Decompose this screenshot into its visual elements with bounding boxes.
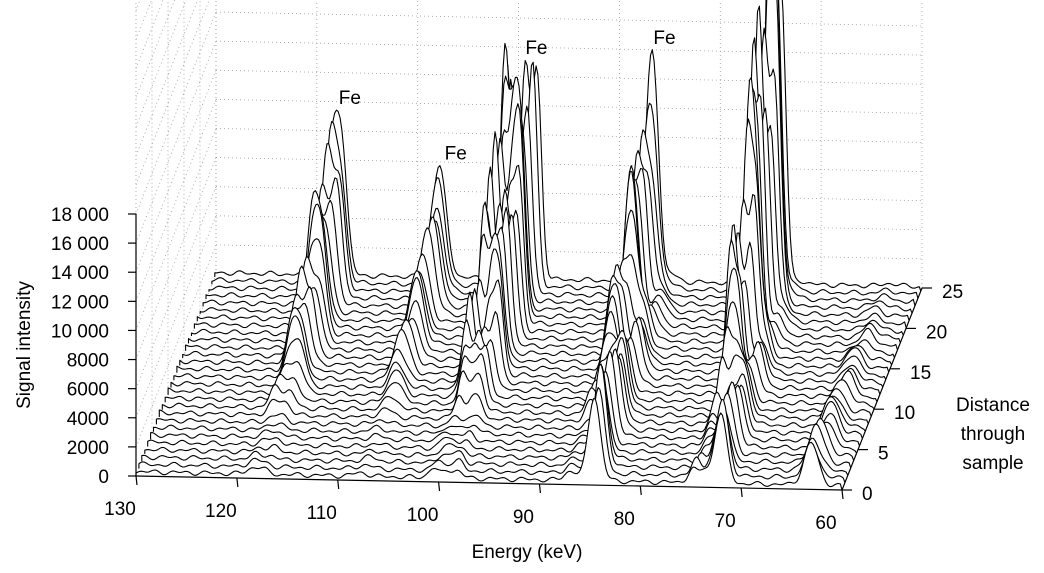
depth-axis-title-line3: sample [962, 453, 1023, 474]
spectrum-trace [144, 365, 852, 469]
fe-peak-label: Fe [653, 28, 675, 49]
y-tick-label: 10 000 [51, 321, 109, 342]
depth-tick-label: 5 [878, 444, 889, 465]
fe-peak-label: Fe [525, 38, 547, 59]
x-tick-label: 100 [407, 505, 439, 526]
x-tick-mark [337, 479, 340, 490]
spectrum-trace [138, 387, 846, 483]
y-tick-label: 0 [98, 467, 109, 488]
x-tick-label: 90 [513, 507, 534, 528]
grid-line-y [135, 99, 217, 302]
x-tick-label: 80 [614, 509, 635, 530]
y-tick-label: 12 000 [51, 292, 109, 313]
depth-tick-label: 0 [862, 484, 873, 505]
x-tick-mark [538, 483, 542, 494]
x-tick-mark [236, 477, 239, 488]
grid-line-y [215, 11, 923, 27]
grid-line-y [135, 215, 217, 418]
grid-line-y [215, 186, 923, 202]
x-tick-mark [740, 487, 743, 498]
labels-layer: 130 120 110 100 90 80 70 600200040006000800010 … [51, 28, 963, 534]
grid-line-y [135, 0, 164, 69]
grid-line-y [215, 215, 923, 231]
x-tick-mark [841, 489, 844, 500]
spectrum-trace [141, 363, 849, 476]
grid-line-y [135, 40, 217, 244]
grid-line-y [215, 98, 923, 114]
traces-layer [135, 0, 922, 491]
x-axis-line [135, 475, 843, 491]
fe-peak-label: Fe [339, 88, 361, 109]
y-tick-label: 4000 [67, 409, 109, 430]
y-tick-label: 2000 [67, 438, 109, 459]
spectrum-trace [150, 371, 858, 454]
spectrum-trace [147, 379, 855, 461]
grid-line-y [135, 11, 217, 215]
spectrum-trace [161, 353, 869, 424]
grid-layer [135, 0, 923, 477]
depth-axis-line [841, 287, 923, 491]
y-tick-label: 6000 [67, 380, 109, 401]
depth-axis-title-line2: through [961, 424, 1025, 445]
x-tick-mark [639, 485, 642, 496]
x-tick-label: 70 [715, 511, 736, 532]
y-tick-label: 18 000 [51, 205, 109, 226]
x-tick-mark [437, 481, 441, 492]
grid-line-y [135, 244, 217, 448]
grid-line-y [215, 157, 923, 172]
grid-line-y [215, 40, 923, 56]
y-tick-label: 8000 [67, 351, 109, 372]
grid-line-y [135, 0, 199, 156]
spectrum-trace [155, 348, 863, 439]
grid-line-y [215, 128, 923, 143]
depth-tick-label: 20 [926, 322, 947, 343]
grid-line-y [135, 128, 217, 331]
depth-tick-label: 15 [910, 363, 931, 384]
y-axis-title: Signal intensity [14, 281, 35, 409]
grid-line-y [135, 0, 176, 98]
y-tick-label: 14 000 [51, 263, 109, 284]
grid-line-y [135, 0, 187, 127]
grid-line-y [135, 70, 217, 273]
x-tick-label: 120 [205, 501, 237, 522]
x-tick-mark [135, 475, 138, 486]
x-tick-label: 110 [307, 503, 337, 524]
spectrum-trace [158, 356, 866, 432]
grid-line-y [135, 0, 153, 40]
depth-tick-label: 25 [942, 282, 963, 303]
depth-tick-label: 10 [894, 403, 915, 424]
depth-axis-title-line1: Distance [956, 395, 1030, 416]
y-tick-label: 16 000 [51, 234, 109, 255]
grid-line-y [135, 157, 217, 360]
x-tick-label: 130 [104, 499, 136, 520]
axes-layer [128, 213, 932, 500]
fe-peak-label: Fe [445, 144, 467, 165]
grid-line-y [215, 244, 923, 260]
grid-line-y [135, 186, 217, 389]
grid-line-y [215, 69, 923, 85]
x-axis-title: Energy (keV) [472, 542, 583, 563]
x-tick-label: 60 [815, 513, 836, 534]
spectrum-trace [152, 350, 861, 446]
spectrum-trace [135, 398, 843, 491]
grid-line-y [135, 0, 210, 186]
